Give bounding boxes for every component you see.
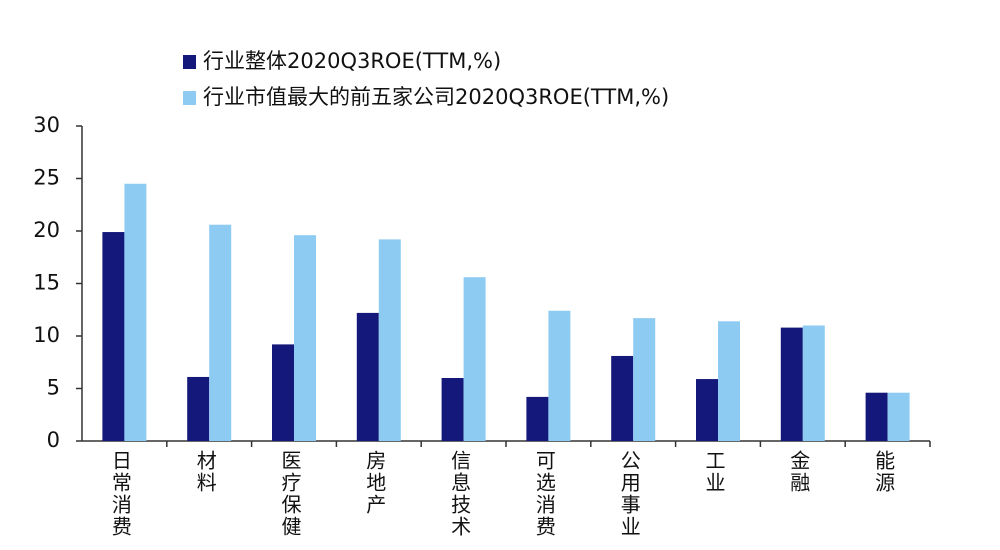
x-tick-label: 公用事业 xyxy=(617,450,641,538)
x-tick-label: 工业 xyxy=(702,450,726,494)
bar xyxy=(463,277,486,441)
legend-label: 行业整体2020Q3ROE(TTM,%) xyxy=(203,49,501,73)
y-tick-label: 20 xyxy=(33,218,60,242)
bar xyxy=(124,183,147,441)
x-tick-label: 金融 xyxy=(787,450,811,494)
y-tick-label: 15 xyxy=(33,271,60,295)
bar xyxy=(187,376,210,441)
x-tick-label: 可选消费 xyxy=(532,450,556,538)
x-tick-label: 信息技术 xyxy=(448,450,472,538)
y-tick-label: 0 xyxy=(47,428,60,452)
legend-label: 行业市值最大的前五家公司2020Q3ROE(TTM,%) xyxy=(203,85,669,109)
x-tick-label: 能源 xyxy=(872,450,896,494)
bar xyxy=(696,379,718,441)
y-tick-label: 25 xyxy=(33,166,60,190)
bar xyxy=(272,344,294,441)
bar xyxy=(294,235,316,441)
y-tick-label: 10 xyxy=(33,323,60,347)
bar xyxy=(611,355,634,441)
bar xyxy=(548,310,571,441)
y-tick-label: 5 xyxy=(47,376,60,400)
bar xyxy=(633,318,656,441)
bar xyxy=(780,327,803,441)
bar xyxy=(102,232,125,441)
x-tick-label: 材料 xyxy=(193,450,217,494)
bar xyxy=(802,325,825,441)
bar xyxy=(718,321,740,441)
bar xyxy=(209,224,232,441)
bar xyxy=(887,392,910,441)
y-tick-label: 30 xyxy=(33,113,60,137)
x-tick-label: 房地产 xyxy=(363,450,387,516)
x-tick-label: 医疗保健 xyxy=(278,450,302,538)
x-tick-label: 日常消费 xyxy=(108,450,132,538)
bar xyxy=(441,378,464,441)
bar xyxy=(356,312,379,441)
legend-swatch xyxy=(183,91,196,105)
bar xyxy=(865,392,888,441)
legend-swatch xyxy=(183,55,196,69)
bar xyxy=(378,239,401,441)
bar xyxy=(526,396,549,441)
